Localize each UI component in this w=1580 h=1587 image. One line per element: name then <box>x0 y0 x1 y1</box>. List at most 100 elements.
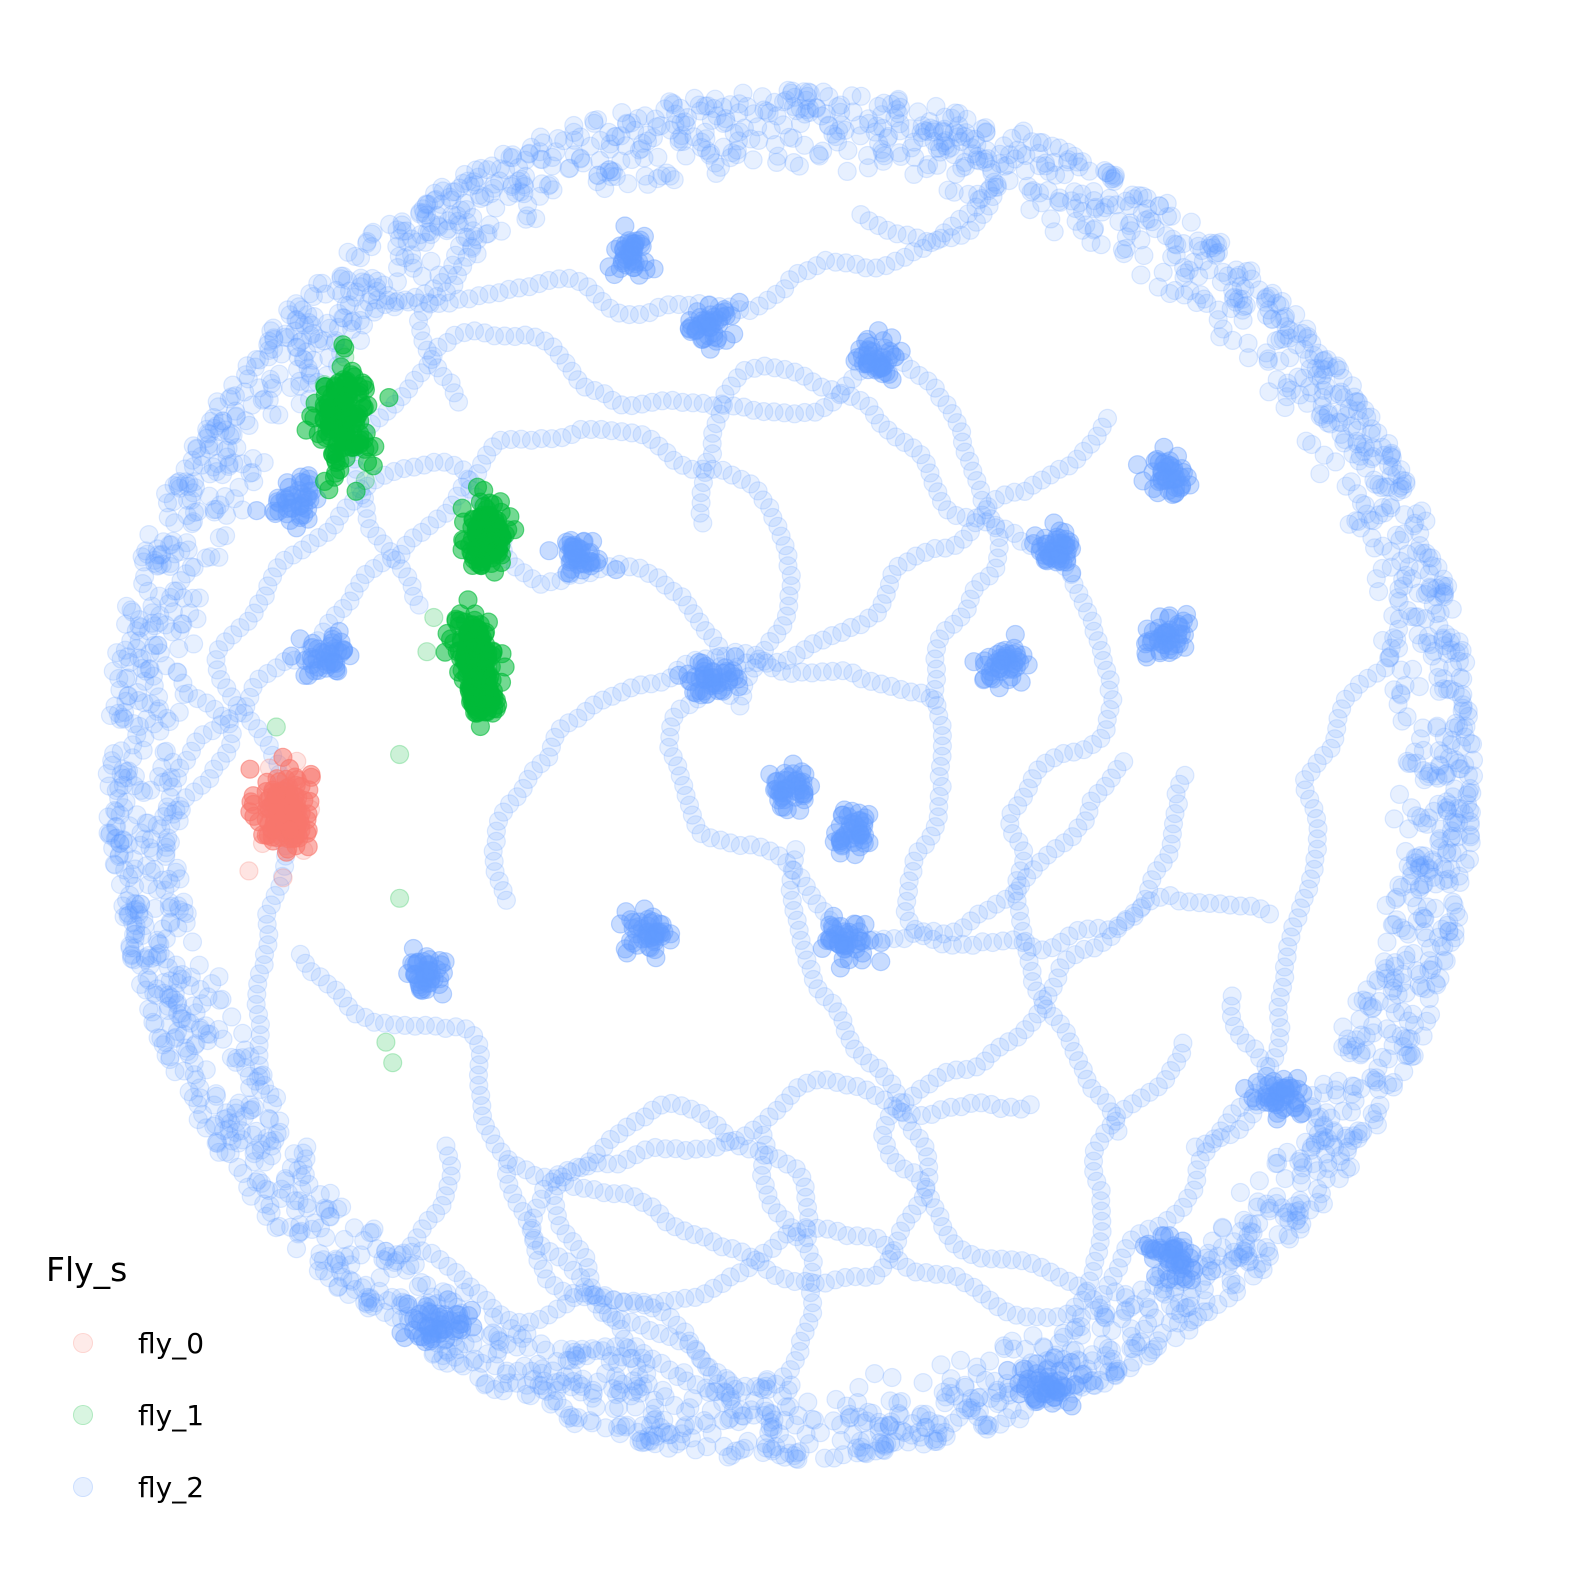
point-fly_2 <box>689 95 709 115</box>
point-fly_2 <box>294 350 314 370</box>
point-fly_2 <box>1459 849 1480 869</box>
point-fly_2 <box>502 145 523 165</box>
point-fly_2 <box>871 951 891 972</box>
point-fly_2 <box>996 1408 1017 1428</box>
point-fly_2 <box>1434 636 1454 656</box>
point-fly_2 <box>1213 1218 1233 1239</box>
point-fly_2 <box>169 702 189 722</box>
point-fly_2 <box>1249 1171 1270 1191</box>
point-fly_2 <box>683 1388 703 1409</box>
point-fly_2 <box>765 135 785 155</box>
point-fly_2 <box>183 996 204 1016</box>
point-fly_2 <box>254 453 274 473</box>
point-fly_2 <box>1020 1095 1040 1115</box>
point-fly_2 <box>1094 1373 1115 1393</box>
point-fly_2 <box>911 122 931 143</box>
point-fly_2 <box>304 1213 325 1233</box>
point-fly_2 <box>1152 1282 1173 1302</box>
point-fly_2 <box>125 859 145 879</box>
point-fly_2 <box>826 1389 846 1410</box>
point-fly_2 <box>582 1388 603 1408</box>
point-fly_2 <box>1382 1023 1403 1044</box>
series-fly_2-points <box>97 80 1484 1470</box>
point-fly_2 <box>1133 471 1153 491</box>
point-fly_2 <box>826 127 846 147</box>
point-fly_2 <box>628 1379 648 1399</box>
point-fly_2 <box>1042 136 1062 156</box>
point-fly_2 <box>675 112 695 132</box>
point-fly_2 <box>1032 1383 1052 1403</box>
point-fly_2 <box>502 176 522 197</box>
point-fly_2 <box>316 1227 336 1248</box>
point-fly_2 <box>114 844 134 864</box>
point-fly_2 <box>192 455 212 475</box>
point-fly_2 <box>979 1351 1000 1371</box>
point-fly_2 <box>603 1378 623 1399</box>
point-fly_2 <box>423 1344 443 1364</box>
point-fly_2 <box>857 329 878 350</box>
point-fly_2 <box>637 125 657 145</box>
point-fly_2 <box>1392 1002 1413 1022</box>
point-fly_2 <box>616 1417 636 1437</box>
point-fly_2 <box>1246 1259 1267 1279</box>
point-fly_2 <box>150 643 170 663</box>
point-fly_2 <box>1270 309 1290 329</box>
point-fly_2 <box>177 505 197 526</box>
point-fly_2 <box>587 110 608 130</box>
point-fly_2 <box>1108 1121 1128 1141</box>
point-fly_2 <box>623 918 643 939</box>
point-fly_2 <box>334 1229 354 1250</box>
point-fly_2 <box>1210 327 1230 347</box>
point-fly_2 <box>914 1434 934 1454</box>
point-fly_2 <box>148 1028 168 1048</box>
point-fly_2 <box>1255 292 1276 312</box>
point-fly_2 <box>1123 1339 1143 1359</box>
point-fly_2 <box>839 1408 859 1428</box>
point-fly_2 <box>159 892 179 912</box>
point-fly_2 <box>209 547 229 567</box>
point-fly_2 <box>183 457 204 477</box>
point-fly_2 <box>1383 978 1404 998</box>
point-fly_2 <box>1116 238 1136 259</box>
point-fly_2 <box>873 143 893 163</box>
point-fly_2 <box>1267 1153 1288 1174</box>
point-fly_2 <box>220 426 240 446</box>
point-fly_2 <box>1291 1172 1312 1193</box>
point-fly_2 <box>1433 630 1453 650</box>
point-fly_2 <box>1382 457 1402 477</box>
point-fly_2 <box>1391 685 1411 705</box>
point-fly_2 <box>214 1120 234 1141</box>
point-fly_2 <box>1313 365 1333 385</box>
point-fly_2 <box>890 114 910 134</box>
point-fly_2 <box>1363 1023 1383 1043</box>
point-fly_2 <box>1180 1288 1201 1308</box>
point-fly_2 <box>976 122 996 142</box>
point-fly_2 <box>727 140 747 160</box>
point-fly_2 <box>198 1030 218 1051</box>
point-fly_2 <box>720 95 740 115</box>
point-fly_2 <box>564 541 584 561</box>
point-fly_2 <box>1397 751 1417 771</box>
point-fly_2 <box>1165 1282 1185 1302</box>
point-fly_2 <box>606 559 626 580</box>
point-fly_2 <box>580 136 601 156</box>
point-fly_2 <box>944 182 964 202</box>
point-fly_2 <box>635 106 655 126</box>
point-fly_2 <box>1287 323 1307 344</box>
point-fly_2 <box>1139 209 1159 229</box>
point-fly_2 <box>532 150 552 170</box>
point-fly_2 <box>1208 310 1228 330</box>
point-fly_2 <box>1227 267 1247 287</box>
point-fly_2 <box>806 98 827 119</box>
point-fly_2 <box>1342 1040 1363 1060</box>
point-fly_2 <box>1420 578 1441 599</box>
point-fly_2 <box>1383 1072 1404 1093</box>
point-fly_2 <box>1039 161 1059 181</box>
point-fly_2 <box>976 140 997 160</box>
point-fly_2 <box>1401 798 1422 818</box>
point-fly_2 <box>764 1410 784 1430</box>
point-fly_2 <box>1141 1342 1161 1363</box>
point-fly_2 <box>1038 180 1058 201</box>
point-fly_2 <box>167 858 187 878</box>
point-fly_2 <box>1233 1244 1254 1264</box>
